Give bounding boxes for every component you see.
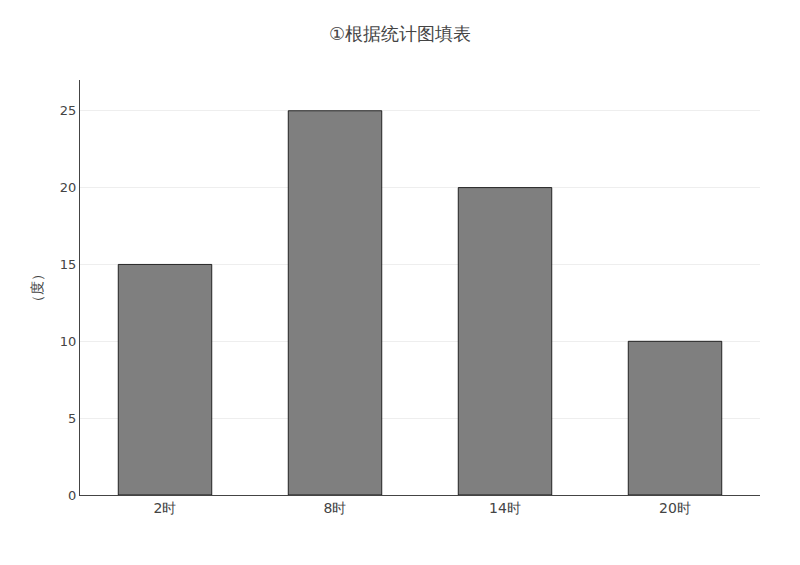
svg-text:14时: 14时: [489, 500, 521, 516]
svg-text:20: 20: [60, 180, 77, 195]
svg-text:5: 5: [68, 411, 76, 426]
svg-text:8时: 8时: [324, 500, 347, 516]
svg-text:0: 0: [68, 488, 76, 503]
svg-text:15: 15: [60, 257, 77, 272]
svg-text:（度）: （度）: [29, 267, 45, 309]
svg-text:2时: 2时: [154, 500, 177, 516]
svg-text:25: 25: [60, 103, 77, 118]
svg-text:①根据统计图填表: ①根据统计图填表: [329, 23, 471, 44]
svg-text:10: 10: [60, 334, 77, 349]
svg-text:20时: 20时: [659, 500, 691, 516]
